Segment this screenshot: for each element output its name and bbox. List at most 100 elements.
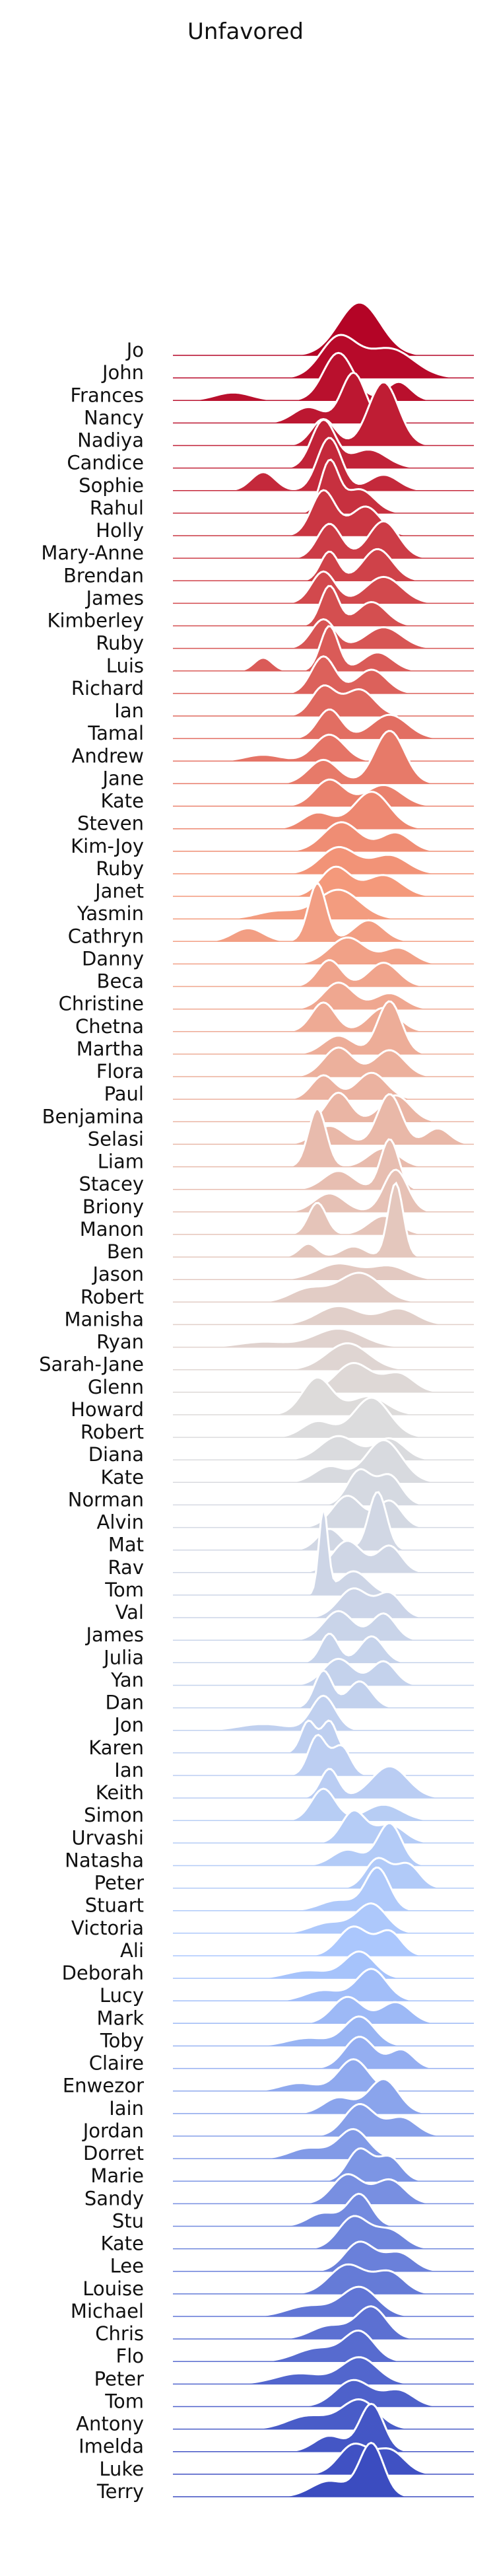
row-label: Flo	[116, 2345, 144, 2367]
ridge-area	[173, 490, 474, 536]
row-label: Claire	[89, 2052, 144, 2075]
row-label: Briony	[82, 1196, 144, 1218]
ridge-area	[173, 1440, 474, 1483]
ridge-area	[173, 1377, 474, 1415]
row-label: Yan	[110, 1669, 144, 1692]
row-label: Peter	[94, 1872, 145, 1894]
ridge-area	[173, 2129, 474, 2159]
ridge-area	[173, 382, 474, 446]
row-label: Sophie	[79, 474, 144, 497]
ridge-series	[173, 1108, 474, 1168]
ridge-series	[173, 2356, 474, 2385]
ridge-series	[173, 2192, 474, 2227]
row-label: Flora	[96, 1060, 144, 1083]
row-label: Kimberley	[47, 610, 144, 632]
ridge-series	[173, 2285, 474, 2318]
ridge-series	[173, 1271, 474, 1303]
ridge-series	[173, 1632, 474, 1664]
ridge-series	[173, 1305, 474, 1326]
ridge-area	[173, 867, 474, 896]
row-label: Beca	[97, 970, 144, 993]
row-label: Glenn	[88, 1376, 144, 1398]
ridge-area	[173, 937, 474, 964]
ridge-area	[173, 1306, 474, 1325]
ridge-area	[173, 1903, 474, 1933]
ridge-series	[173, 520, 474, 559]
ridge-outline	[173, 1822, 474, 1867]
row-label: Kate	[101, 790, 145, 812]
ridge-series	[173, 1439, 474, 1484]
ridge-series	[173, 2240, 474, 2273]
row-label: Dorret	[83, 2142, 144, 2165]
ridge-area	[173, 2287, 474, 2316]
row-label: Norman	[68, 1488, 144, 1511]
ridge-series	[173, 2078, 474, 2115]
ridge-area	[173, 521, 474, 559]
ridge-series	[173, 2058, 474, 2093]
ridge-area	[173, 847, 474, 874]
row-label: Marie	[90, 2165, 144, 2187]
row-label: Tom	[104, 1579, 144, 1601]
ridge-series	[172, 1327, 474, 1349]
ridge-series	[173, 1201, 474, 1236]
ridge-area	[173, 2264, 474, 2294]
row-label: Tamal	[87, 722, 144, 744]
row-label: Mat	[108, 1534, 144, 1556]
row-label: Benjamina	[42, 1105, 144, 1127]
row-label: Nancy	[84, 406, 144, 429]
ridge-area	[173, 1588, 474, 1618]
ridge-series	[173, 2398, 474, 2431]
row-label: Iain	[109, 2097, 144, 2120]
ridge-area	[173, 571, 474, 604]
ridge-area	[173, 731, 474, 784]
row-label: Kate	[101, 1466, 145, 1488]
ridge-series	[173, 1000, 474, 1055]
ridge-area	[173, 460, 474, 513]
ridge-series	[173, 708, 474, 740]
ridge-series	[173, 1925, 474, 1957]
ridge-area	[173, 549, 474, 581]
ridge-area	[173, 2216, 474, 2249]
row-label: Stu	[112, 2210, 144, 2233]
row-label: Diana	[88, 1443, 144, 1466]
ridge-area	[173, 2357, 474, 2384]
ridge-series	[173, 1342, 474, 1371]
row-label: Dan	[106, 1692, 144, 1714]
ridge-area	[173, 2399, 474, 2429]
row-label: Victoria	[71, 1917, 144, 1939]
ridge-area	[173, 335, 474, 378]
row-label: Yasmin	[77, 902, 144, 925]
row-label: Brendan	[63, 564, 144, 587]
ridge-area	[173, 1183, 474, 1258]
row-label: Janet	[94, 880, 144, 902]
row-label: Steven	[77, 812, 144, 835]
ridge-area	[173, 2104, 474, 2136]
row-label: Nadiya	[77, 429, 144, 452]
ridge-area	[173, 303, 474, 355]
row-label: Imelda	[79, 2435, 144, 2458]
ridge-area	[173, 2059, 474, 2091]
ridge-area	[173, 883, 474, 942]
row-label: Candice	[67, 452, 144, 474]
ridge-area	[173, 373, 474, 423]
row-label: Jane	[101, 767, 144, 789]
row-label: Danny	[82, 947, 144, 970]
row-label: Ian	[114, 1759, 144, 1781]
ridge-series	[173, 1995, 474, 2024]
ridge-area	[173, 779, 474, 806]
ridge-series	[173, 1181, 474, 1258]
row-label: Urvashi	[71, 1826, 144, 1849]
ridge-area	[173, 982, 474, 1009]
row-label: Terry	[96, 2480, 144, 2503]
ridge-area	[173, 1328, 474, 1347]
row-label: Rav	[108, 1556, 144, 1579]
row-label: Andrew	[72, 744, 144, 767]
ridge-area	[173, 1002, 474, 1032]
row-label: Holly	[96, 519, 144, 542]
ridge-area	[173, 2148, 474, 2182]
ridge-series	[173, 1787, 474, 1822]
row-label: Lucy	[100, 1984, 144, 2007]
ridge-series	[173, 778, 474, 807]
ridge-area	[173, 1073, 474, 1100]
ridge-area	[173, 2404, 474, 2452]
